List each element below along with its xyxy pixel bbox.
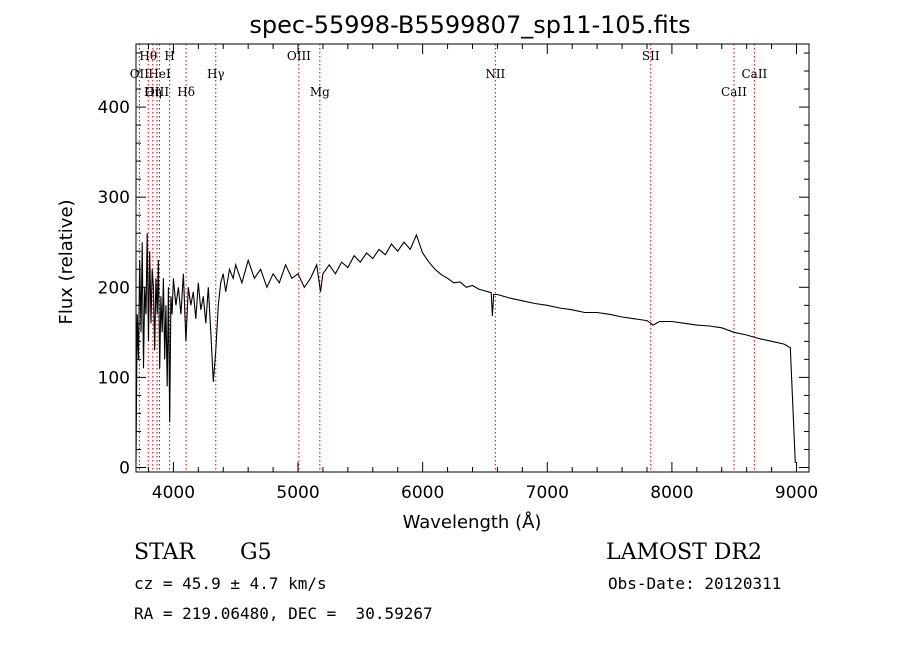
redshift-velocity: cz = 45.9 ± 4.7 km/s — [134, 574, 327, 593]
line-label: H — [164, 49, 174, 63]
line-label: NII — [485, 67, 505, 81]
emission-line-markers — [138, 44, 755, 472]
object-class: STAR — [134, 540, 195, 565]
y-tick-label: 100 — [98, 368, 130, 388]
line-label: OIII — [145, 85, 169, 99]
y-tick-label: 300 — [98, 188, 130, 208]
line-label: CaII — [721, 85, 747, 99]
plot-frame — [135, 43, 810, 473]
axis-ticks: 4000 5000 6000 7000 8000 9000 0 100 200 300 400 — [98, 44, 818, 503]
chart-title: spec-55998-B5599807_sp11-105.fits — [249, 11, 690, 39]
x-tick-label: 8000 — [650, 483, 693, 503]
line-label: SII — [642, 49, 660, 63]
x-axis-label: Wavelength (Å) — [403, 511, 542, 533]
line-label: Mg — [310, 85, 330, 99]
coordinates: RA = 219.06480, DEC = 30.59267 — [134, 604, 433, 623]
y-tick-label: 0 — [119, 458, 130, 478]
x-tick-label: 4000 — [152, 483, 195, 503]
spectrum-line — [135, 233, 796, 464]
line-label: Hδ — [177, 85, 195, 99]
x-tick-label: 7000 — [526, 483, 569, 503]
y-tick-label: 200 — [98, 278, 130, 298]
line-label: Hη — [144, 85, 162, 99]
line-label: OII — [130, 67, 150, 81]
x-tick-label: 9000 — [775, 483, 818, 503]
line-label: HeI — [148, 67, 171, 81]
object-subclass: G5 — [240, 540, 272, 565]
line-label: OIII — [287, 49, 311, 63]
line-label: Hθ — [139, 49, 157, 63]
x-tick-label: 6000 — [401, 483, 444, 503]
survey-name: LAMOST DR2 — [606, 540, 762, 565]
y-axis-label: Flux (relative) — [56, 199, 77, 324]
line-label: CaII — [741, 67, 767, 81]
line-label: Hγ — [207, 67, 225, 81]
x-tick-label: 5000 — [276, 483, 319, 503]
observation-date: Obs-Date: 20120311 — [608, 574, 782, 593]
y-tick-label: 400 — [98, 98, 130, 118]
